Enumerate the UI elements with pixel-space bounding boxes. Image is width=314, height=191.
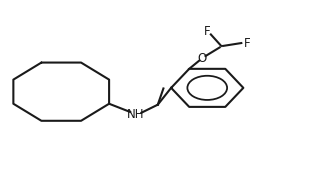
- Text: NH: NH: [127, 108, 144, 121]
- Text: F: F: [244, 36, 250, 49]
- Text: O: O: [198, 52, 207, 65]
- Text: F: F: [204, 25, 210, 38]
